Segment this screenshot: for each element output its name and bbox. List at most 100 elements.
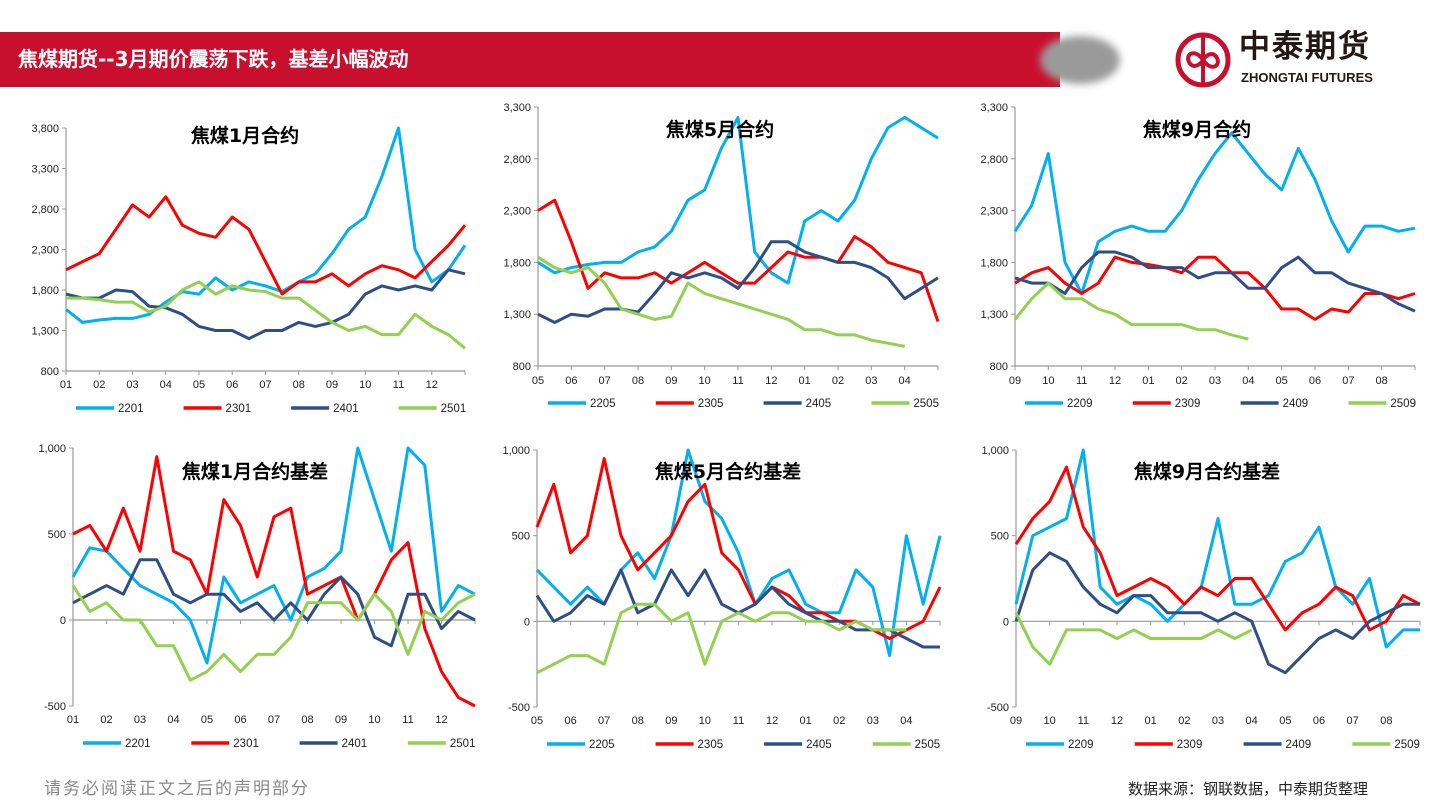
- legend-label: 2509: [1394, 739, 1420, 751]
- y-tick-label: 1,000: [502, 445, 530, 457]
- x-tick-label: 08: [301, 714, 313, 726]
- x-tick-label: 06: [564, 715, 576, 727]
- x-tick-label: 07: [599, 375, 611, 387]
- x-tick-label: 06: [234, 714, 246, 726]
- series-line-2405: [537, 240, 939, 324]
- x-tick-label: 05: [201, 714, 213, 726]
- x-tick-label: 08: [632, 715, 644, 727]
- x-tick-label: 11: [732, 375, 743, 387]
- x-tick-label: 07: [259, 379, 271, 391]
- legend-label: 2409: [1286, 739, 1312, 751]
- y-tick-label: 3,800: [31, 123, 59, 135]
- y-tick-label: 0: [1003, 616, 1009, 628]
- x-tick-label: 07: [1342, 375, 1354, 387]
- chart-6: -500 0 500 1,000 09 10 11 12 01 02 03 04 05 06 07 08 220…: [981, 445, 1421, 751]
- y-tick-label: 2,300: [31, 245, 59, 257]
- series-line-2509: [1014, 612, 1253, 666]
- x-tick-label: 09: [665, 375, 677, 387]
- x-tick-label: 03: [865, 375, 877, 387]
- series-line-2401: [72, 558, 476, 648]
- y-tick-label: 1,800: [31, 285, 59, 297]
- logo-mark-icon: [1175, 32, 1231, 88]
- series-line-2505: [536, 602, 907, 675]
- y-tick-label: 2,300: [980, 206, 1008, 218]
- legend-label: 2401: [333, 403, 359, 415]
- legend-label: 2509: [1390, 398, 1416, 410]
- x-tick-label: 08: [1380, 715, 1392, 727]
- x-tick-label: 06: [1313, 715, 1325, 727]
- x-tick-label: 04: [900, 715, 912, 727]
- zhongtai-logo: 中泰期货 ZHONGTAI FUTURES: [1175, 30, 1405, 90]
- chart-1: 800 1,300 1,800 2,300 2,800 3,300 3,800 01 02 03 0…: [31, 123, 466, 415]
- x-tick-label: 11: [1076, 375, 1087, 387]
- series-line-2309: [1014, 465, 1421, 632]
- x-tick-label: 02: [832, 375, 844, 387]
- x-tick-label: 12: [435, 714, 447, 726]
- x-tick-label: 04: [899, 375, 911, 387]
- y-tick-label: 1,800: [980, 257, 1008, 269]
- x-tick-label: 05: [1276, 375, 1288, 387]
- y-tick-label: 800: [513, 361, 531, 373]
- series-line-2209: [1014, 448, 1420, 649]
- legend-label: 2205: [589, 739, 615, 751]
- y-tick-label: 500: [48, 529, 66, 541]
- legend-label: 2209: [1067, 398, 1093, 410]
- chart-title: 焦煤9月合约: [1142, 118, 1251, 141]
- y-tick-label: 0: [524, 616, 530, 628]
- x-tick-label: 05: [1279, 715, 1291, 727]
- x-tick-label: 11: [733, 715, 744, 727]
- y-tick-label: 2,300: [503, 206, 531, 218]
- legend-label: 2209: [1068, 739, 1094, 751]
- x-tick-label: 04: [160, 379, 172, 391]
- x-tick-label: 03: [1209, 375, 1221, 387]
- series-line-2309: [1014, 255, 1416, 321]
- y-tick-label: 1,300: [31, 326, 59, 338]
- chart-title: 焦煤5月合约: [665, 118, 774, 141]
- y-tick-label: 3,300: [31, 164, 59, 176]
- y-tick-label: 1,000: [981, 445, 1009, 457]
- series-line-2509: [1013, 281, 1249, 341]
- x-tick-label: 12: [426, 379, 438, 391]
- x-tick-label: 03: [1212, 715, 1224, 727]
- legend-label: 2309: [1177, 739, 1203, 751]
- x-tick-label: 05: [193, 379, 205, 391]
- logo-name-cn: 中泰期货: [1239, 29, 1371, 65]
- x-tick-label: 11: [393, 379, 404, 391]
- x-tick-label: 07: [268, 714, 280, 726]
- title-banner: [0, 32, 1060, 87]
- y-tick-label: -500: [987, 702, 1009, 714]
- x-tick-label: 12: [1111, 715, 1123, 727]
- x-tick-label: 10: [359, 379, 371, 391]
- legend-label: 2501: [441, 403, 467, 415]
- legend-label: 2501: [450, 738, 476, 750]
- x-tick-label: 08: [293, 379, 305, 391]
- x-tick-label: 09: [335, 714, 347, 726]
- series-line-2409: [1014, 551, 1420, 675]
- legend-label: 2405: [806, 739, 832, 751]
- y-tick-label: 800: [41, 366, 59, 378]
- legend-label: 2201: [125, 738, 151, 750]
- series-line-2201: [71, 446, 476, 665]
- x-tick-label: 02: [1176, 375, 1188, 387]
- chart-4: -500 0 500 1,000 01 02 03 04 05 06 07 08 09 10 11 12 220…: [38, 443, 476, 750]
- x-tick-label: 03: [134, 714, 146, 726]
- series-line-2301: [72, 455, 476, 708]
- x-tick-label: 01: [67, 714, 79, 726]
- y-tick-label: 1,800: [503, 257, 531, 269]
- series-line-2409: [1014, 250, 1416, 313]
- x-tick-label: 10: [699, 715, 711, 727]
- y-tick-label: 1,000: [38, 443, 66, 455]
- x-tick-label: 07: [598, 715, 610, 727]
- legend-label: 2201: [118, 403, 144, 415]
- x-tick-label: 10: [368, 714, 380, 726]
- y-tick-label: 800: [990, 361, 1008, 373]
- x-tick-label: 06: [565, 375, 577, 387]
- x-tick-label: 01: [1142, 375, 1154, 387]
- y-tick-label: 1,300: [503, 309, 531, 321]
- x-tick-label: 03: [867, 715, 879, 727]
- x-tick-label: 12: [766, 715, 778, 727]
- series-line-2501: [66, 280, 466, 350]
- legend-label: 2305: [698, 398, 724, 410]
- x-tick-label: 08: [632, 375, 644, 387]
